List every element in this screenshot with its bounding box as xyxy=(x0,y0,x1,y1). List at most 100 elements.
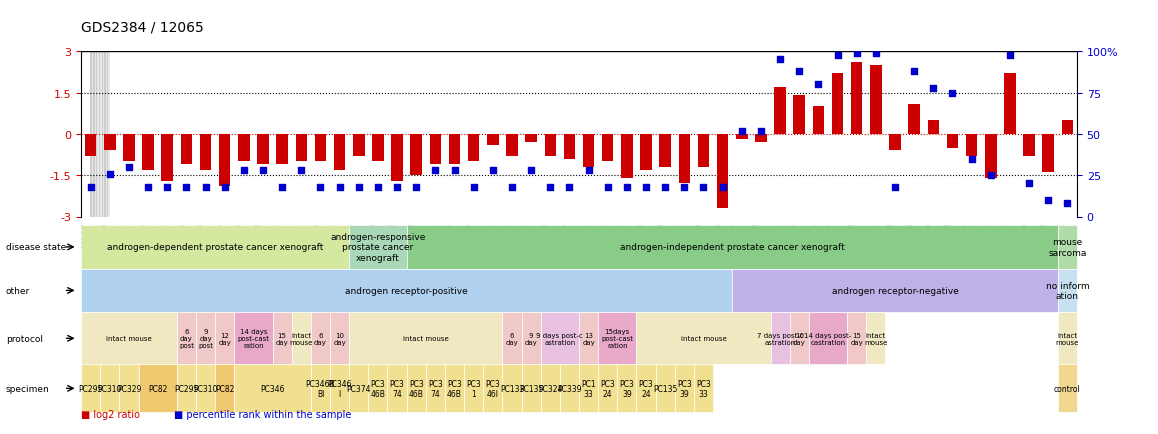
Point xyxy=(617,184,636,191)
Bar xyxy=(793,96,805,135)
Text: 14 days
post-cast
ration: 14 days post-cast ration xyxy=(237,329,270,349)
Point xyxy=(254,168,272,174)
Bar xyxy=(544,135,556,157)
Bar xyxy=(736,135,748,140)
Point xyxy=(350,184,368,191)
Text: protocol: protocol xyxy=(6,334,43,343)
Text: PC3
1: PC3 1 xyxy=(467,379,481,398)
Text: 6
day: 6 day xyxy=(506,332,519,345)
Point xyxy=(177,184,196,191)
Text: no inform
ation: no inform ation xyxy=(1046,281,1090,300)
Point xyxy=(752,128,770,135)
Text: PC3
46B: PC3 46B xyxy=(447,379,462,398)
Point xyxy=(139,184,157,191)
Bar xyxy=(831,74,843,135)
Text: androgen-independent prostate cancer xenograft: androgen-independent prostate cancer xen… xyxy=(620,243,844,252)
Point xyxy=(695,184,713,191)
Point xyxy=(560,184,579,191)
Point xyxy=(541,184,559,191)
Bar xyxy=(908,104,919,135)
Bar xyxy=(219,135,230,187)
Point xyxy=(446,168,464,174)
Point xyxy=(330,184,349,191)
Point xyxy=(503,184,521,191)
Text: PC3
39: PC3 39 xyxy=(620,379,635,398)
Point xyxy=(215,184,234,191)
Bar xyxy=(468,135,479,162)
Text: ■ percentile rank within the sample: ■ percentile rank within the sample xyxy=(174,409,351,419)
Point xyxy=(1039,197,1057,204)
Bar xyxy=(717,135,728,209)
Text: androgen receptor-positive: androgen receptor-positive xyxy=(345,286,468,295)
Text: 12
day: 12 day xyxy=(219,332,232,345)
Point xyxy=(1001,52,1019,59)
Point xyxy=(771,57,790,64)
Point xyxy=(924,85,943,92)
Point xyxy=(828,52,846,59)
Point xyxy=(157,184,176,191)
Text: 10
day: 10 day xyxy=(334,332,346,345)
Bar xyxy=(506,135,518,157)
Text: ■ log2 ratio: ■ log2 ratio xyxy=(81,409,140,419)
Bar xyxy=(526,135,537,143)
Point xyxy=(312,184,330,191)
Bar xyxy=(698,135,709,168)
Point xyxy=(273,184,292,191)
Text: 9 days post-c
astration: 9 days post-c astration xyxy=(536,332,584,345)
Text: PC329: PC329 xyxy=(117,384,141,393)
Bar xyxy=(142,135,154,170)
Text: 7 days post-c
astration: 7 days post-c astration xyxy=(756,332,804,345)
Point xyxy=(655,184,674,191)
Point xyxy=(1020,181,1039,187)
Text: 13
day: 13 day xyxy=(582,332,595,345)
Text: control: control xyxy=(1054,384,1080,393)
Text: 15
day: 15 day xyxy=(850,332,863,345)
Text: 9
day
post: 9 day post xyxy=(198,329,213,349)
Point xyxy=(484,168,503,174)
Bar xyxy=(334,135,345,170)
Text: 6
day
post: 6 day post xyxy=(178,329,193,349)
Text: intact
mouse: intact mouse xyxy=(290,332,313,345)
Text: PC3
74: PC3 74 xyxy=(390,379,404,398)
Point xyxy=(733,128,752,135)
Point xyxy=(1058,201,1077,207)
Bar xyxy=(582,135,594,168)
Text: PC324: PC324 xyxy=(538,384,563,393)
Point xyxy=(637,184,655,191)
Text: PC133: PC133 xyxy=(500,384,525,393)
Text: PC295: PC295 xyxy=(174,384,198,393)
Bar xyxy=(277,135,288,165)
Text: PC3
46B: PC3 46B xyxy=(409,379,424,398)
Text: PC295: PC295 xyxy=(79,384,103,393)
Point xyxy=(866,50,885,57)
Point xyxy=(848,50,866,57)
Text: PC346B
BI: PC346B BI xyxy=(306,379,336,398)
Point xyxy=(81,184,100,191)
Point xyxy=(886,184,904,191)
Point xyxy=(809,82,828,89)
Text: androgen receptor-negative: androgen receptor-negative xyxy=(831,286,959,295)
Text: PC346
I: PC346 I xyxy=(328,379,352,398)
Point xyxy=(579,168,598,174)
Bar xyxy=(181,135,192,165)
Text: mouse
sarcoma: mouse sarcoma xyxy=(1048,238,1086,257)
Bar xyxy=(889,135,901,151)
Text: intact mouse: intact mouse xyxy=(403,335,448,342)
Text: PC3
74: PC3 74 xyxy=(428,379,442,398)
Bar xyxy=(1062,121,1073,135)
Bar xyxy=(200,135,211,170)
Point xyxy=(522,168,541,174)
Bar xyxy=(391,135,403,181)
Bar xyxy=(659,135,670,168)
Bar xyxy=(410,135,422,176)
Text: PC3
46I: PC3 46I xyxy=(485,379,500,398)
Bar xyxy=(488,135,499,145)
Point xyxy=(790,69,808,76)
Text: 10
day: 10 day xyxy=(793,332,806,345)
Text: intact mouse: intact mouse xyxy=(107,335,152,342)
Bar xyxy=(851,63,863,135)
Point xyxy=(904,69,923,76)
Text: GDS2384 / 12065: GDS2384 / 12065 xyxy=(81,21,204,35)
Point xyxy=(599,184,617,191)
Bar xyxy=(947,135,958,148)
